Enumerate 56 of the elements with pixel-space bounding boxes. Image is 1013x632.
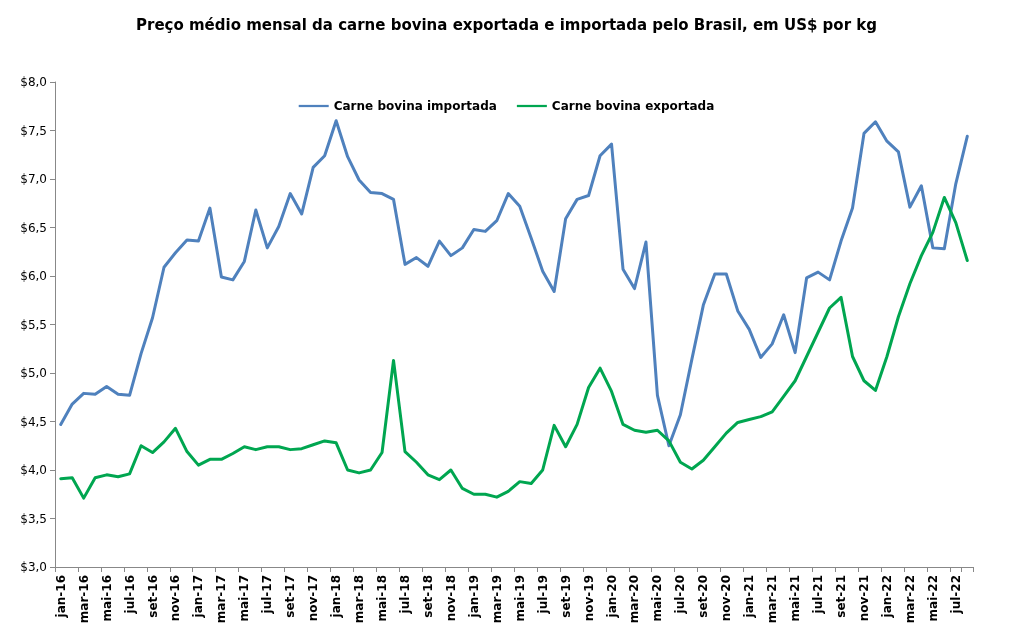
x-tick-label: mar-21 [765,575,780,624]
x-tick-label: jul-17 [260,575,275,615]
x-tick-label: mar-19 [489,575,504,624]
y-tick-label: $8,0 [20,75,47,89]
x-tick-label: nov-18 [443,575,458,622]
x-tick-label: set-19 [558,575,573,618]
x-tick-label: mar-20 [627,575,642,624]
x-tick-label: mar-22 [902,575,917,624]
x-tick-label: set-20 [696,575,711,618]
x-tick-label: nov-21 [856,575,871,622]
y-tick-label: $7,0 [20,172,47,186]
x-tick-label: jan-17 [191,575,206,619]
x-tick-label: nov-17 [306,575,321,622]
x-tick-label: set-17 [283,575,298,618]
y-tick-label: $4,0 [20,463,47,477]
legend-label: Carne bovina exportada [551,99,715,113]
x-tick-label: jul-21 [811,575,826,615]
x-tick-label: jul-16 [122,575,137,615]
x-tick-label: set-18 [420,575,435,618]
x-tick-label: jan-21 [742,575,757,619]
x-tick-label: nov-19 [581,575,596,622]
x-tick-label: nov-16 [168,575,183,622]
x-tick-label: jan-16 [53,575,68,619]
y-tick-label: $3,0 [20,560,47,574]
x-tick-label: jul-20 [673,575,688,615]
x-tick-label: nov-20 [719,575,734,622]
x-tick-label: set-16 [145,575,160,618]
x-tick-label: set-21 [834,575,849,618]
x-tick-label: jan-22 [879,575,894,619]
line-series [59,119,969,448]
x-tick-label: jul-22 [948,575,963,615]
y-tick-label: $6,0 [20,269,47,283]
legend-label: Carne bovina importada [333,99,497,113]
chart-title: Preço médio mensal da carne bovina exportada e importada pelo Brasil, em US$ por kg [136,15,877,34]
x-tick-label: jan-20 [604,575,619,619]
y-tick-label: $7,5 [20,123,47,138]
x-tick-label: mai-22 [925,575,940,622]
x-tick-label: mai-18 [375,575,390,622]
x-tick-label: mai-21 [788,575,803,622]
x-tick-label: jan-18 [329,575,344,619]
y-tick-label: $4,5 [20,414,47,429]
x-tick-label: jul-19 [535,575,550,615]
x-tick-label: mar-16 [76,575,91,624]
x-tick-label: mai-20 [650,575,665,622]
x-tick-label: mar-17 [214,575,229,624]
x-tick-label: jul-18 [397,575,412,615]
line-series [59,195,969,500]
y-tick-label: $5,0 [20,366,47,380]
x-tick-label: jan-19 [466,575,481,619]
y-tick-label: $6,5 [20,220,47,235]
x-tick-label: mai-17 [237,575,252,622]
y-tick-label: $3,5 [20,511,47,526]
y-tick-label: $5,5 [20,317,47,332]
x-tick-label: mai-16 [99,575,114,622]
x-tick-label: mar-18 [352,575,367,624]
x-tick-label: mai-19 [512,575,527,622]
